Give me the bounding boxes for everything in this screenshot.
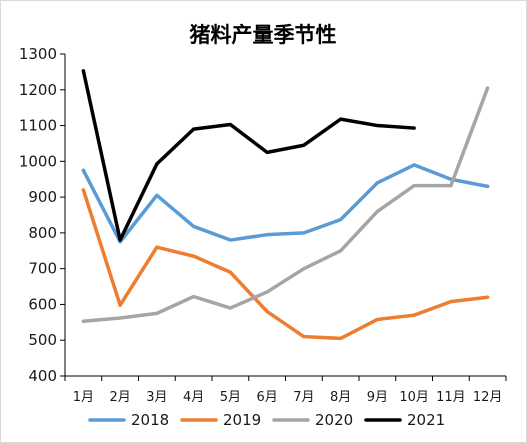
y-tick-label: 500 (28, 331, 57, 349)
data-point-2020 (81, 319, 85, 323)
data-point-2018 (302, 231, 306, 235)
x-tick-label: 1月 (73, 390, 94, 405)
data-point-2019 (155, 245, 159, 249)
x-tick-label: 4月 (183, 390, 204, 405)
data-point-2021 (412, 126, 416, 130)
data-point-2020 (339, 249, 343, 253)
data-point-2021 (155, 162, 159, 166)
data-point-2018 (339, 218, 343, 222)
y-tick-label: 600 (28, 295, 57, 313)
data-point-2020 (192, 295, 196, 299)
legend-label-2021: 2021 (407, 411, 445, 429)
data-point-2021 (81, 69, 85, 73)
x-tick-label: 7月 (293, 390, 314, 405)
data-point-2021 (375, 124, 379, 128)
data-point-2019 (228, 270, 232, 274)
data-point-2021 (228, 122, 232, 126)
data-point-2020 (118, 316, 122, 320)
x-tick-label: 6月 (256, 390, 277, 405)
data-point-2018 (265, 233, 269, 237)
y-tick-label: 900 (28, 188, 57, 206)
chart-title: 猪料产量季节性 (189, 22, 337, 47)
data-point-2018 (81, 168, 85, 172)
legend-label-2020: 2020 (315, 411, 353, 429)
series-line-2018 (81, 163, 490, 244)
series-line-2019 (81, 188, 490, 341)
data-point-2018 (192, 224, 196, 228)
data-point-2020 (449, 184, 453, 188)
data-point-2019 (486, 295, 490, 299)
data-point-2021 (265, 150, 269, 154)
data-point-2020 (375, 209, 379, 213)
x-tick-label: 10月 (399, 390, 429, 405)
y-tick-label: 400 (28, 367, 57, 385)
data-point-2018 (155, 193, 159, 197)
x-tick-label: 2月 (109, 390, 130, 405)
legend-label-2019: 2019 (223, 411, 261, 429)
x-tick-label: 9月 (367, 390, 388, 405)
legend-label-2018: 2018 (131, 411, 169, 429)
y-tick-label: 1300 (19, 45, 57, 63)
data-point-2020 (412, 184, 416, 188)
data-point-2021 (192, 127, 196, 131)
data-point-2019 (118, 303, 122, 307)
data-point-2021 (302, 143, 306, 147)
data-point-2020 (486, 86, 490, 90)
series-layer (81, 69, 490, 341)
y-tick-label: 800 (28, 224, 57, 242)
x-tick-label: 8月 (330, 390, 351, 405)
data-point-2019 (449, 300, 453, 304)
data-point-2018 (412, 163, 416, 167)
data-point-2019 (412, 313, 416, 317)
data-point-2020 (155, 311, 159, 315)
legend: 2018 2019 2020 2021 (88, 411, 445, 429)
x-tick-label: 3月 (146, 390, 167, 405)
data-point-2019 (81, 188, 85, 192)
data-point-2020 (265, 290, 269, 294)
data-point-2018 (486, 184, 490, 188)
x-tick-label: 11月 (436, 390, 466, 405)
y-tick-label: 700 (28, 260, 57, 278)
data-point-2018 (228, 238, 232, 242)
data-point-2018 (375, 181, 379, 185)
y-tick-label: 1000 (19, 152, 57, 170)
y-tick-label: 1100 (19, 117, 57, 135)
x-axis: 1月 2月 3月 4月 5月 6月 7月 8月 9月 10月 11月 12月 (64, 375, 507, 405)
x-tick-label: 5月 (220, 390, 241, 405)
data-point-2019 (339, 336, 343, 340)
y-tick-label: 1200 (19, 81, 57, 99)
series-line-2020 (81, 86, 490, 324)
series-line-2021 (81, 69, 416, 242)
data-point-2020 (302, 267, 306, 271)
data-point-2019 (302, 335, 306, 339)
data-point-2019 (265, 310, 269, 314)
data-point-2020 (228, 306, 232, 310)
x-tick-label: 12月 (473, 390, 503, 405)
data-point-2019 (375, 317, 379, 321)
y-axis: 400 500 600 700 800 900 1000 1100 1200 1300 (19, 45, 66, 385)
data-point-2019 (192, 254, 196, 258)
data-point-2021 (118, 238, 122, 242)
data-point-2021 (339, 117, 343, 121)
